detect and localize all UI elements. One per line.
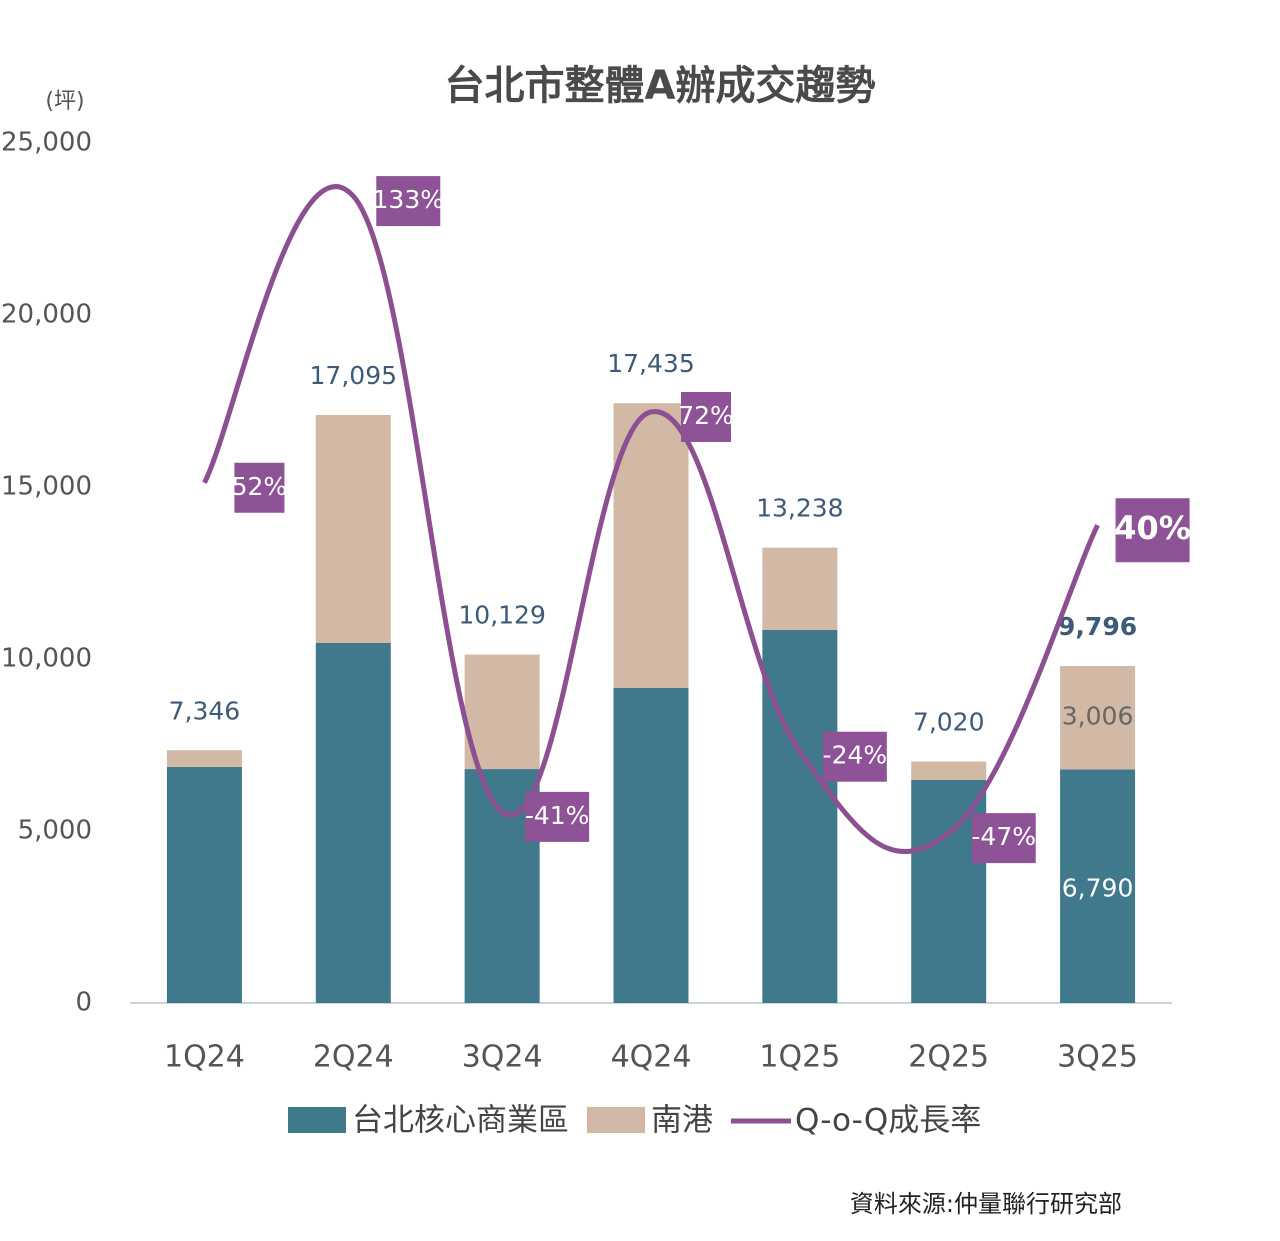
total-label: 10,129: [458, 601, 545, 630]
label-box: [822, 731, 887, 782]
x-tick-label: 3Q24: [462, 1040, 543, 1075]
total-label: 9,796: [1058, 612, 1137, 641]
bar: [613, 403, 689, 688]
bar: [613, 687, 689, 1003]
bar: [762, 630, 838, 1003]
label-box: [376, 176, 441, 227]
legend-swatch: [288, 1107, 346, 1133]
bar: [315, 643, 391, 1003]
bar: [1060, 666, 1136, 770]
x-tick-label: 3Q25: [1057, 1040, 1138, 1075]
bar: [911, 761, 987, 780]
x-tick-label: 1Q25: [759, 1040, 840, 1075]
label-box: [234, 462, 285, 513]
total-label: 17,435: [607, 349, 694, 378]
total-label: 7,346: [169, 696, 241, 725]
value-label: 52%: [232, 472, 288, 501]
bar: [315, 414, 391, 644]
value-label: -41%: [525, 801, 590, 830]
total-label: 17,095: [310, 361, 397, 390]
bar: [762, 547, 838, 631]
total-label: 7,020: [913, 708, 985, 737]
bar: [166, 750, 242, 768]
y-tick-label: 0: [75, 988, 92, 1018]
x-tick-label: 1Q24: [164, 1040, 245, 1075]
legend-label: Q-o-Q成長率: [795, 1103, 981, 1139]
x-tick-label: 4Q24: [611, 1040, 692, 1075]
value-label: -24%: [823, 741, 888, 770]
y-tick-label: 15,000: [1, 472, 92, 502]
label-box: [681, 391, 731, 442]
y-tick-label: 20,000: [1, 300, 92, 330]
source: 資料來源:仲量聯行研究部: [850, 1190, 1122, 1218]
y-axis-label: (坪): [45, 89, 84, 114]
legend-label: 台北核心商業區: [352, 1103, 569, 1139]
bar: [464, 654, 540, 770]
bar: [1060, 769, 1136, 1003]
total-label: 13,238: [756, 494, 843, 523]
chart-title: 台北市整體A辦成交趨勢: [445, 63, 876, 109]
y-tick-label: 10,000: [1, 644, 92, 674]
value-label: 133%: [373, 185, 444, 214]
y-tick-label: 25,000: [1, 128, 92, 158]
legend-label: 南港: [651, 1103, 713, 1139]
x-tick-label: 2Q25: [908, 1040, 989, 1075]
legend-swatch: [587, 1107, 645, 1133]
label-box: [971, 813, 1036, 864]
value-label: 3,006: [1062, 702, 1134, 731]
value-label: 6,790: [1062, 873, 1134, 902]
value-label: 40%: [1114, 509, 1191, 547]
x-tick-label: 2Q24: [313, 1040, 394, 1075]
bar: [166, 767, 242, 1003]
line: [202, 184, 1100, 854]
label-box: [1115, 498, 1190, 563]
y-tick-label: 5,000: [18, 816, 92, 846]
value-label: 72%: [678, 401, 734, 430]
value-label: -47%: [971, 822, 1036, 851]
label-box: [525, 791, 590, 842]
